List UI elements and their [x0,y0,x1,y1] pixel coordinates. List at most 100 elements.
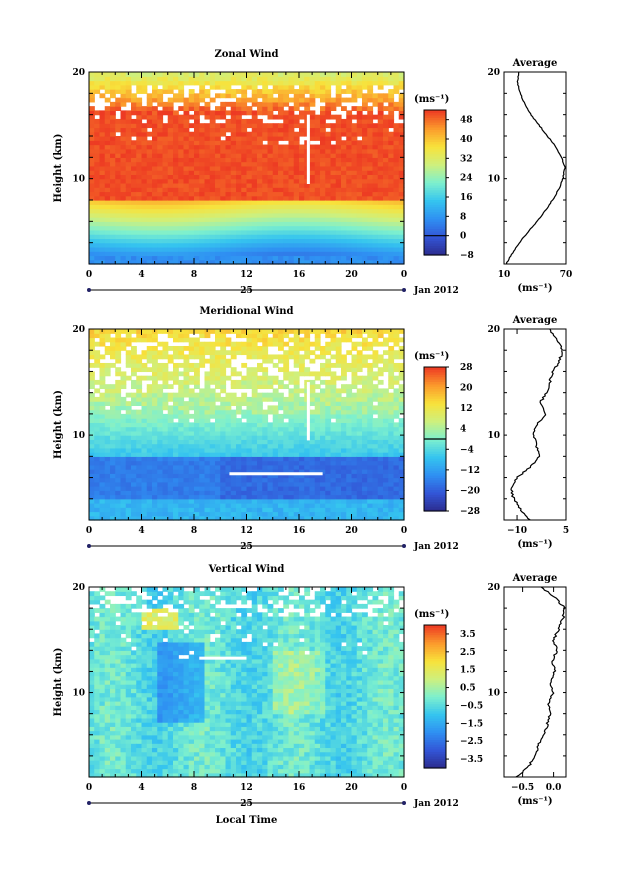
heatmap-cell [367,456,374,462]
heatmap-cell [299,447,305,453]
heatmap-cell [99,182,106,188]
heatmap-cell [351,490,358,496]
heatmap-cell [372,443,379,449]
heatmap-cell [230,246,237,252]
heatmap-cell [220,418,227,423]
heatmap-cell [110,76,116,82]
heatmap-cell [94,481,101,487]
heatmap-cell [94,503,101,508]
heatmap-cell [120,375,127,381]
heatmap-cell [152,89,158,94]
heatmap-cell [351,131,358,137]
heatmap-cell [199,430,206,436]
heatmap-cell [320,477,326,483]
heatmap-cell [341,367,347,373]
heatmap-cell [183,418,190,423]
heatmap-cell [215,350,221,356]
heatmap-cell [89,76,95,82]
heatmap-cell [204,379,211,385]
heatmap-cell [94,212,101,218]
heatmap-cell [330,251,337,257]
heatmap-cell [293,477,300,483]
heatmap-cell [157,452,164,457]
heatmap-cell [325,379,332,385]
heatmap-cell [125,362,132,368]
heatmap-cell [225,392,232,398]
heatmap-cell [383,195,389,201]
profile-frame [503,71,567,265]
heatmap-cell [309,208,316,214]
colorbar-segment [424,122,446,126]
heatmap-cell [236,515,242,521]
heatmap-cell [251,212,258,218]
heatmap-cell [330,401,337,406]
heatmap-cell [346,187,353,193]
heatmap-cell [178,439,185,445]
heatmap-cell [304,200,311,205]
heatmap-cell [131,118,137,124]
heatmap-cell [335,114,342,120]
heatmap-cell [178,494,185,500]
heatmap-cell [341,447,347,453]
heatmap-cell [104,392,111,398]
heatmap-cell [209,251,216,257]
heatmap-cell [94,469,101,474]
heatmap-cell [372,101,379,107]
heatmap-cell [367,345,374,351]
heatmap-cell [262,396,269,402]
heatmap-cell [288,251,295,257]
heatmap-cell [110,80,116,86]
heatmap-cell [162,204,169,210]
heatmap-cell [178,384,185,390]
heatmap-cell [115,345,122,351]
heatmap-cell [120,208,127,214]
heatmap-cell [278,161,284,167]
heatmap-cell [272,333,279,339]
heatmap-cell [157,157,164,163]
heatmap-cell [183,170,190,175]
heatmap-cell [241,208,248,214]
heatmap-cell [157,494,164,500]
heatmap-cell [299,170,305,175]
heatmap-cell [230,409,237,415]
heatmap-cell [335,255,342,261]
heatmap-cell [120,447,127,453]
date-label: Jan 2012 [413,286,459,296]
heatmap-cell [278,354,284,360]
heatmap-cell [104,367,111,373]
heatmap-cell [173,439,179,445]
heatmap-cell [220,72,227,77]
heatmap-cell [362,481,368,487]
heatmap-cell [110,229,116,235]
heatmap-cell [356,396,363,402]
heatmap-cell [152,191,158,197]
heatmap-cell [94,204,101,210]
heatmap-cell [356,110,363,116]
heatmap-cell [367,174,374,180]
heatmap-cell [220,456,227,462]
heatmap-cell [188,165,195,171]
heatmap-cell [167,456,174,462]
heatmap-cell [320,110,326,116]
heatmap-cell [278,473,284,479]
heatmap-cell [309,191,316,197]
heatmap-cell [325,89,332,94]
heatmap-cell [251,157,258,163]
heatmap-cell [220,350,227,356]
heatmap-cell [377,140,384,146]
heatmap-cell [330,187,337,193]
heatmap-cell [304,251,311,257]
heatmap-cell [362,246,368,252]
heatmap-cell [246,333,253,339]
heatmap-cell [341,375,347,381]
heatmap-cell [115,413,122,419]
heatmap-cell [94,333,101,339]
heatmap-cell [188,329,195,334]
heatmap-cell [272,217,279,222]
heatmap-cell [188,182,195,188]
heatmap-cell [293,80,300,86]
heatmap-cell [383,477,389,483]
heatmap-cell [283,161,290,167]
heatmap-cell [220,187,227,193]
